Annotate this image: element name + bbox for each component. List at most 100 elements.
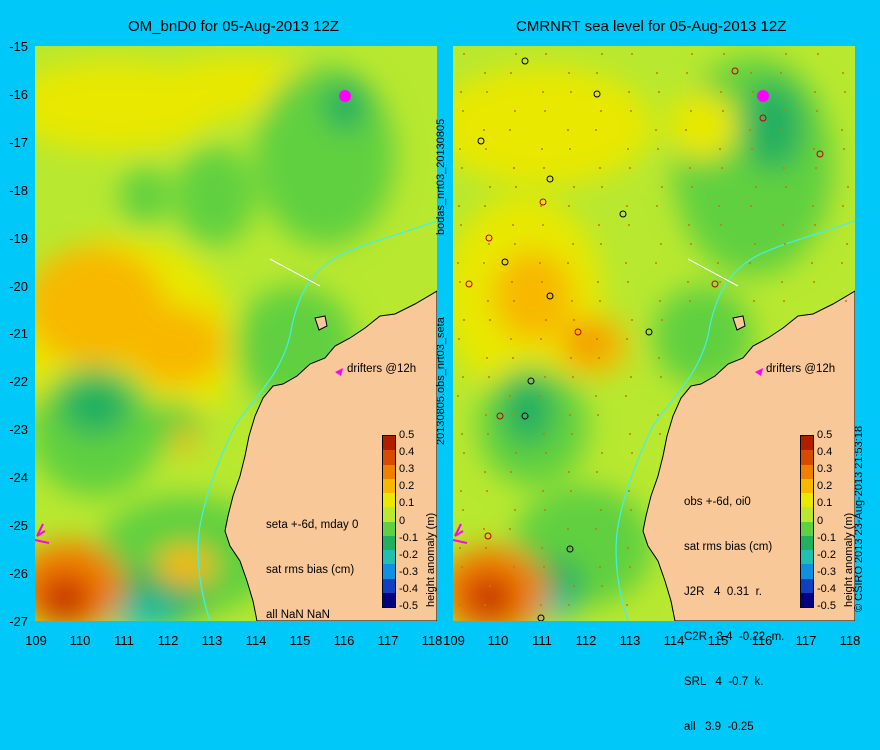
- latitude-tick-label: -21: [9, 326, 28, 342]
- colorbar-segment: [801, 436, 813, 451]
- observation-dot: [540, 205, 542, 207]
- colorbar-segment: [801, 535, 813, 551]
- observation-dot: [568, 604, 570, 606]
- observation-dot: [544, 110, 546, 112]
- latitude-tick-label: -16: [9, 86, 28, 102]
- section-line: [687, 258, 739, 287]
- observation-dot: [460, 224, 462, 226]
- colorbar-segment: [383, 564, 395, 580]
- observation-dot: [659, 300, 661, 302]
- observation-dot: [846, 243, 848, 245]
- longitude-tick-label: 118: [421, 633, 443, 648]
- observation-dot: [718, 205, 720, 207]
- observation-dot: [628, 490, 630, 492]
- observation-dot: [660, 376, 662, 378]
- right-panel-title: CMRNRT sea level for 05-Aug-2013 12Z: [516, 18, 787, 35]
- observation-dot: [458, 205, 460, 207]
- info-line: sat rms bias (cm): [684, 541, 773, 553]
- observation-dot: [752, 91, 754, 93]
- left-info-box: seta +-6d, mday 0 sat rms bias (cm) all …: [266, 488, 358, 638]
- right-map-panel: [453, 46, 855, 621]
- observation-dot: [484, 604, 486, 606]
- observation-dot: [813, 281, 815, 283]
- longitude-tick-label: 114: [663, 633, 685, 648]
- drifter-marker: [35, 523, 50, 544]
- observation-dot: [570, 357, 572, 359]
- observation-dot: [541, 547, 543, 549]
- observation-dot: [509, 528, 511, 530]
- observation-dot: [631, 452, 633, 454]
- observation-dot: [459, 281, 461, 283]
- observation-dots: [457, 53, 849, 606]
- observation-dot: [486, 357, 488, 359]
- observation-dot: [568, 205, 570, 207]
- observation-dot: [540, 604, 542, 606]
- observation-dot: [847, 186, 849, 188]
- observation-dot: [630, 110, 632, 112]
- observation-dot: [780, 72, 782, 74]
- colorbar-tick-label: 0.5: [817, 429, 833, 441]
- observation-dot: [595, 395, 597, 397]
- observation-dot: [487, 433, 489, 435]
- observation-dot: [749, 262, 751, 264]
- observation-dot: [513, 300, 515, 302]
- drifter-marker: [339, 90, 351, 102]
- right-drifters-label: drifters @12h: [766, 363, 836, 375]
- observation-dot: [485, 148, 487, 150]
- right-info-box: obs +-6d, oi0 sat rms bias (cm) J2R 4 0.…: [684, 465, 784, 750]
- colorbar-tick-label: 0: [817, 514, 824, 527]
- observation-dot: [483, 129, 485, 131]
- observation-dot: [782, 224, 784, 226]
- observation-dot: [461, 433, 463, 435]
- observation-dot: [717, 262, 719, 264]
- observation-dot: [541, 281, 543, 283]
- observation-dot: [515, 186, 517, 188]
- observation-dot: [567, 528, 569, 530]
- observation-dot: [545, 319, 547, 321]
- observation-dot: [841, 129, 843, 131]
- observation-dot: [572, 376, 574, 378]
- colorbar-segment: [383, 478, 395, 494]
- latitude-tick-label: -25: [9, 518, 28, 533]
- observation-dot: [842, 205, 844, 207]
- observation-dot: [569, 547, 571, 549]
- drifter-marker: [335, 368, 343, 376]
- observation-dot: [487, 300, 489, 302]
- observation-dot: [513, 566, 515, 568]
- right-side-label: 20130805.obs_nrt03_seta: [435, 317, 447, 445]
- observation-dot: [489, 319, 491, 321]
- observation-dot: [567, 262, 569, 264]
- observation-dot: [511, 281, 513, 283]
- observation-dot: [845, 300, 847, 302]
- colorbar-segment: [383, 507, 395, 523]
- observation-dot: [690, 110, 692, 112]
- observation-dot: [751, 148, 753, 150]
- colorbar-segment: [801, 507, 813, 523]
- observation-dot: [779, 129, 781, 131]
- observation-dot: [625, 262, 627, 264]
- observation-dot: [460, 490, 462, 492]
- colorbar-tick-label: -0.2: [399, 548, 418, 561]
- observation-dot: [488, 243, 490, 245]
- colorbar-segment: [383, 578, 395, 594]
- colorbar-segment: [801, 564, 813, 580]
- colorbar-frame: [382, 435, 396, 608]
- observation-dot: [513, 167, 515, 169]
- observation-dot: [601, 53, 603, 55]
- left-side-label: bodas_nrt03_20130805: [435, 118, 447, 235]
- info-line: C2R 3.4 -0.22 m.: [684, 631, 785, 643]
- colorbar-tick-label: 0.4: [817, 446, 833, 459]
- observation-dot: [457, 262, 459, 264]
- observation-dot: [483, 262, 485, 264]
- observation-dot: [515, 53, 517, 55]
- observation-dot: [661, 319, 663, 321]
- colorbar-segment: [801, 592, 813, 608]
- left-panel-title: OM_bnD0 for 05-Aug-2013 12Z: [128, 18, 339, 35]
- observation-dot: [600, 509, 602, 511]
- observation-dot: [515, 452, 517, 454]
- observation-dot: [686, 72, 688, 74]
- observation-dot: [539, 262, 541, 264]
- observation-dot: [459, 148, 461, 150]
- observation-dot: [568, 471, 570, 473]
- observation-dot: [514, 110, 516, 112]
